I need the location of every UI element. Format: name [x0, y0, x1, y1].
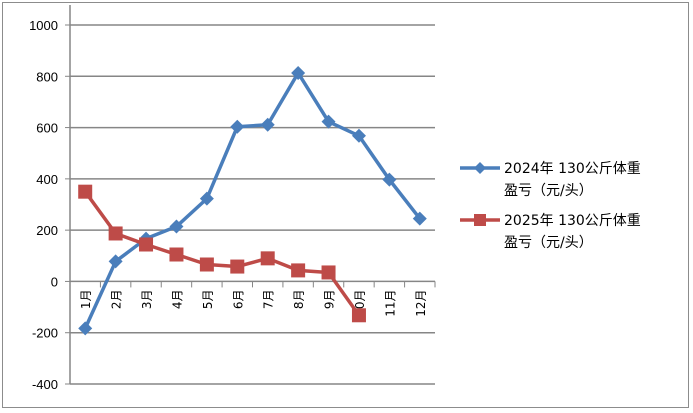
y-tick-label: -200 — [32, 326, 58, 341]
x-tick-label: 8月 — [292, 289, 306, 309]
y-tick-label: 0 — [51, 274, 58, 289]
legend-marker — [474, 162, 486, 174]
data-point — [291, 65, 306, 80]
x-tick-label: 2月 — [110, 289, 124, 309]
x-tick-label: 7月 — [262, 289, 276, 309]
data-point — [260, 251, 275, 266]
data-point — [199, 257, 214, 272]
legend-label: 盈亏（元/头） — [504, 235, 593, 251]
data-point — [321, 114, 336, 129]
x-tick-label: 12月 — [414, 289, 428, 316]
x-tick-label: 4月 — [170, 289, 184, 309]
x-tick-label: 9月 — [323, 289, 337, 309]
legend-label: 2025年 130公斤体重 — [504, 213, 641, 229]
data-point — [78, 321, 93, 336]
x-tick-label: 6月 — [231, 289, 245, 309]
y-tick-label: 1000 — [29, 18, 58, 33]
data-point — [412, 211, 427, 226]
legend-label: 2024年 130公斤体重 — [504, 161, 641, 177]
data-point — [169, 247, 184, 262]
y-tick-label: 600 — [36, 121, 58, 136]
x-tick-label: 1月 — [79, 289, 93, 309]
y-tick-label: 800 — [36, 69, 58, 84]
data-point — [230, 259, 245, 274]
data-point — [169, 219, 184, 234]
data-point — [108, 226, 123, 241]
data-point — [351, 128, 366, 143]
data-point — [291, 263, 306, 278]
legend-marker — [474, 214, 486, 226]
data-point — [108, 254, 123, 269]
data-point — [351, 308, 366, 323]
chart-frame — [2, 2, 689, 408]
y-tick-label: 200 — [36, 223, 58, 238]
data-point — [321, 265, 336, 280]
y-tick-label: 400 — [36, 172, 58, 187]
x-tick-label: 3月 — [140, 289, 154, 309]
data-point — [382, 172, 397, 187]
data-point — [78, 184, 93, 199]
data-point — [230, 119, 245, 134]
data-point — [199, 191, 214, 206]
x-tick-label: 5月 — [201, 289, 215, 309]
x-tick-label: 11月 — [383, 289, 397, 316]
series-line-2 — [83, 190, 361, 317]
data-point — [260, 117, 275, 132]
legend-label: 盈亏（元/头） — [504, 183, 593, 199]
series-line-1 — [83, 71, 422, 330]
data-point — [139, 237, 154, 252]
y-tick-label: -400 — [32, 377, 58, 392]
